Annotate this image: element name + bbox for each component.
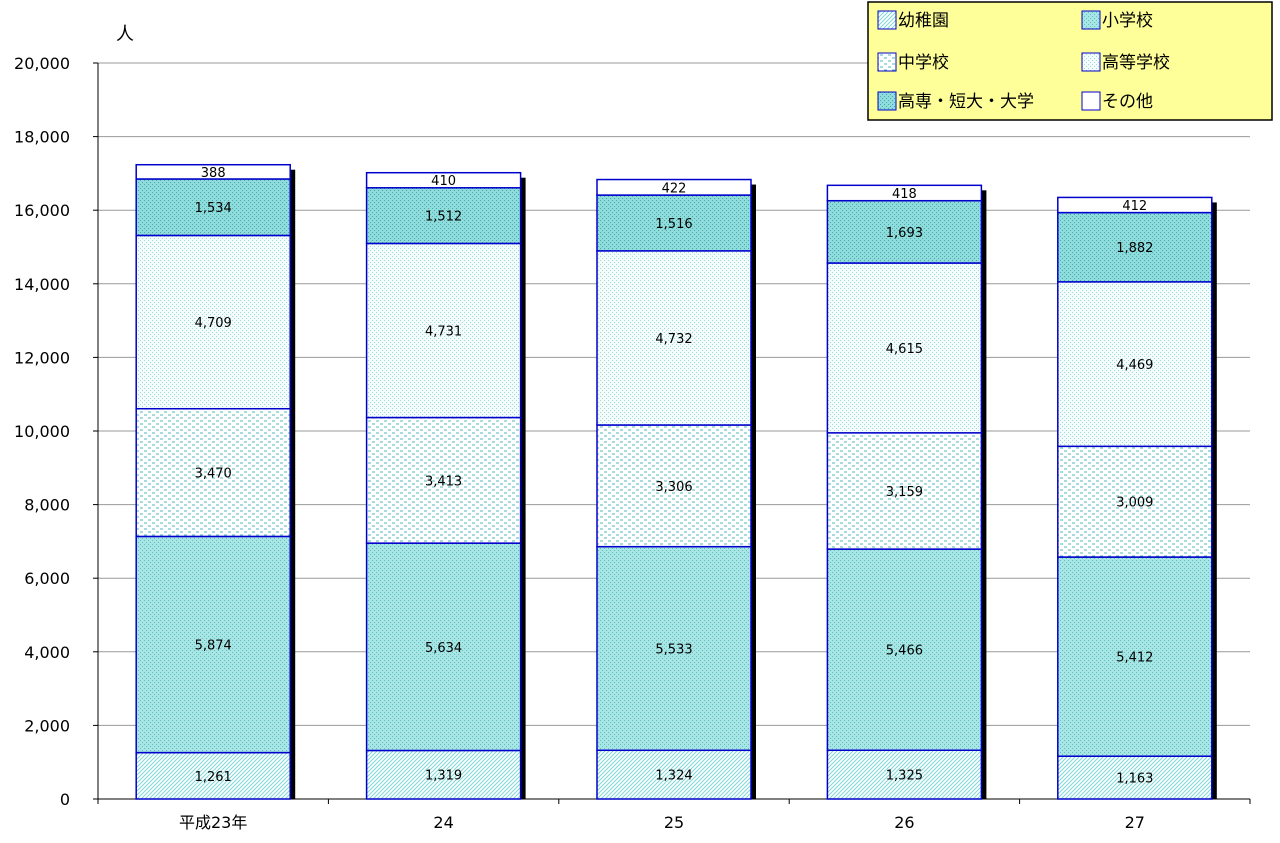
- bar-segment: [596, 424, 752, 548]
- bar-segment: [596, 545, 752, 752]
- data-label: 3,009: [1116, 496, 1153, 511]
- data-label: 5,466: [886, 644, 923, 659]
- data-label: 410: [431, 174, 456, 189]
- bar-stack: 1,261 5,874 3,470 4,709 1,534 388: [135, 163, 296, 800]
- data-label: 418: [892, 187, 917, 202]
- data-label: 1,163: [1116, 772, 1153, 787]
- data-label: 4,732: [655, 332, 692, 347]
- legend-label: 小学校: [1102, 11, 1153, 31]
- bar-segment: [1057, 281, 1213, 448]
- bar-segment: [365, 242, 522, 419]
- y-tick-label: 16,000: [14, 201, 70, 220]
- bar-segment: [135, 751, 291, 800]
- data-label: 3,306: [655, 480, 692, 495]
- bar-stack: 1,325 5,466 3,159 4,615 1,693 418: [826, 184, 987, 800]
- axes: 0 2,000 4,000 6,000 8,000 10,000 12,000 14,000 1…: [14, 54, 1251, 809]
- legend-swatch: [1081, 10, 1101, 30]
- bar-segment: [596, 250, 752, 426]
- bar-segment: [1057, 755, 1213, 800]
- data-label: 1,534: [195, 201, 232, 216]
- bar-segment: [596, 178, 752, 196]
- bar-segment: [826, 184, 983, 202]
- bar-segment: [135, 407, 291, 538]
- bar-segment: [826, 548, 983, 751]
- data-label: 1,512: [425, 210, 462, 225]
- data-label: 1,324: [655, 769, 692, 784]
- data-label: 422: [662, 181, 687, 196]
- y-tick-label: 14,000: [14, 275, 70, 294]
- data-label: 1,325: [886, 769, 923, 784]
- bar-segment: [596, 194, 752, 252]
- y-tick-label: 0: [60, 790, 70, 809]
- bar-segment: [135, 234, 291, 410]
- bar-segment: [135, 163, 291, 180]
- x-tick-label: 24: [433, 813, 453, 832]
- bar-segment: [365, 187, 522, 245]
- data-label: 4,469: [1116, 358, 1153, 373]
- data-label: 388: [201, 166, 226, 181]
- y-tick-label: 6,000: [24, 569, 70, 588]
- legend-label: 幼稚園: [898, 11, 949, 31]
- bar-stack: 1,163 5,412 3,009 4,469 1,882 412: [1057, 196, 1217, 800]
- data-label: 5,533: [655, 642, 692, 657]
- bars: 1,261 5,874 3,470 4,709 1,534 388 平成23年 1,319 5,…: [135, 163, 1217, 832]
- bar-segment: [1057, 445, 1213, 558]
- bar-segment: [365, 171, 522, 189]
- data-label: 412: [1122, 199, 1147, 214]
- data-label: 3,159: [886, 485, 923, 500]
- data-label: 4,731: [425, 324, 462, 339]
- y-tick-label: 18,000: [14, 128, 70, 147]
- y-tick-label: 8,000: [24, 496, 70, 515]
- y-tick-label: 12,000: [14, 348, 70, 367]
- data-label: 4,709: [195, 316, 232, 331]
- y-tick-label: 10,000: [14, 422, 70, 441]
- data-label: 1,261: [195, 770, 232, 785]
- bar-segment: [826, 262, 983, 434]
- data-label: 4,615: [886, 342, 923, 357]
- legend-label: 高等学校: [1102, 53, 1170, 73]
- y-tick-label: 20,000: [14, 54, 70, 73]
- legend-swatch: [877, 10, 897, 30]
- y-tick-label: 2,000: [24, 716, 70, 735]
- legend-swatch: [1081, 52, 1101, 72]
- bar-stack: 1,324 5,533 3,306 4,732 1,516 422: [596, 178, 756, 800]
- bar-stack: 1,319 5,634 3,413 4,731 1,512 410: [365, 171, 526, 800]
- bar-segment: [1057, 211, 1213, 283]
- data-label: 1,319: [425, 769, 462, 784]
- y-tick-label: 4,000: [24, 643, 70, 662]
- x-tick-label: 25: [664, 813, 684, 832]
- data-label: 3,413: [425, 474, 462, 489]
- legend-swatch: [877, 91, 897, 111]
- bar-segment: [1057, 196, 1213, 214]
- bar-segment: [826, 432, 983, 550]
- data-label: 3,470: [195, 467, 232, 482]
- legend-label: 高専・短大・大学: [898, 92, 1034, 112]
- legend-label: その他: [1102, 92, 1153, 112]
- legend-swatch: [1081, 91, 1101, 111]
- bar-segment: [826, 749, 983, 800]
- legend-label: 中学校: [898, 53, 949, 73]
- bar-segment: [135, 535, 291, 754]
- legend-swatch: [877, 52, 897, 72]
- bar-segment: [365, 542, 522, 752]
- data-label: 1,693: [886, 226, 923, 241]
- legend-box: [867, 1, 1273, 121]
- x-tick-label: 平成23年: [179, 813, 247, 832]
- data-label: 5,634: [425, 641, 462, 656]
- y-unit-label: 人: [116, 24, 134, 45]
- bar-segment: [1057, 556, 1213, 757]
- bar-segment: [365, 749, 522, 800]
- data-label: 5,412: [1116, 651, 1153, 666]
- data-label: 1,516: [655, 217, 692, 232]
- bar-segment: [365, 416, 522, 544]
- data-label: 1,882: [1116, 241, 1153, 256]
- bar-segment: [596, 749, 752, 800]
- data-label: 5,874: [195, 639, 232, 654]
- x-tick-label: 27: [1125, 813, 1145, 832]
- bar-segment: [826, 199, 983, 264]
- x-tick-label: 26: [894, 813, 914, 832]
